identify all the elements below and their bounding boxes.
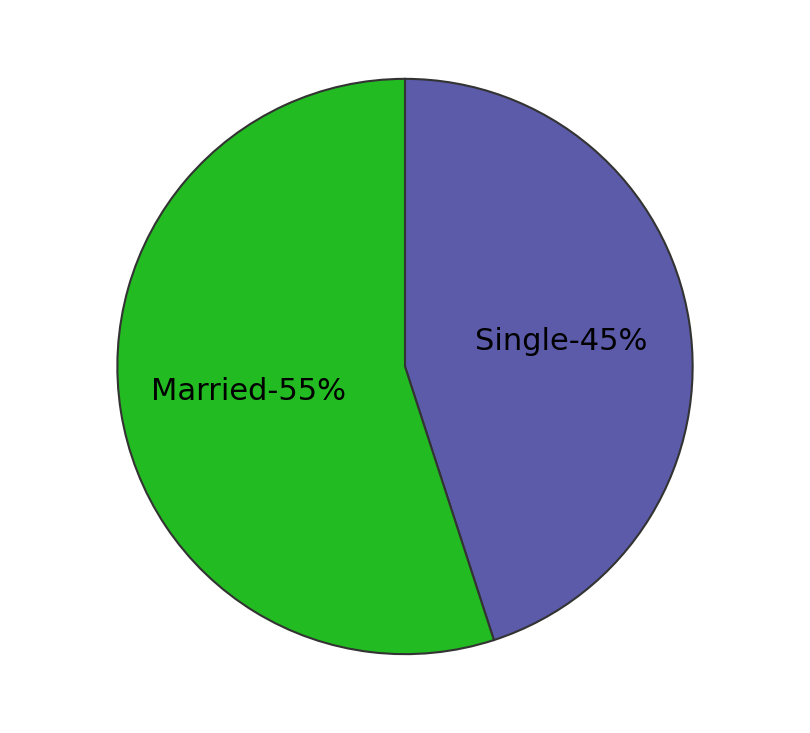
- Wedge shape: [405, 79, 693, 640]
- Wedge shape: [117, 79, 494, 654]
- Text: Married-55%: Married-55%: [151, 377, 346, 406]
- Text: Single-45%: Single-45%: [475, 327, 647, 356]
